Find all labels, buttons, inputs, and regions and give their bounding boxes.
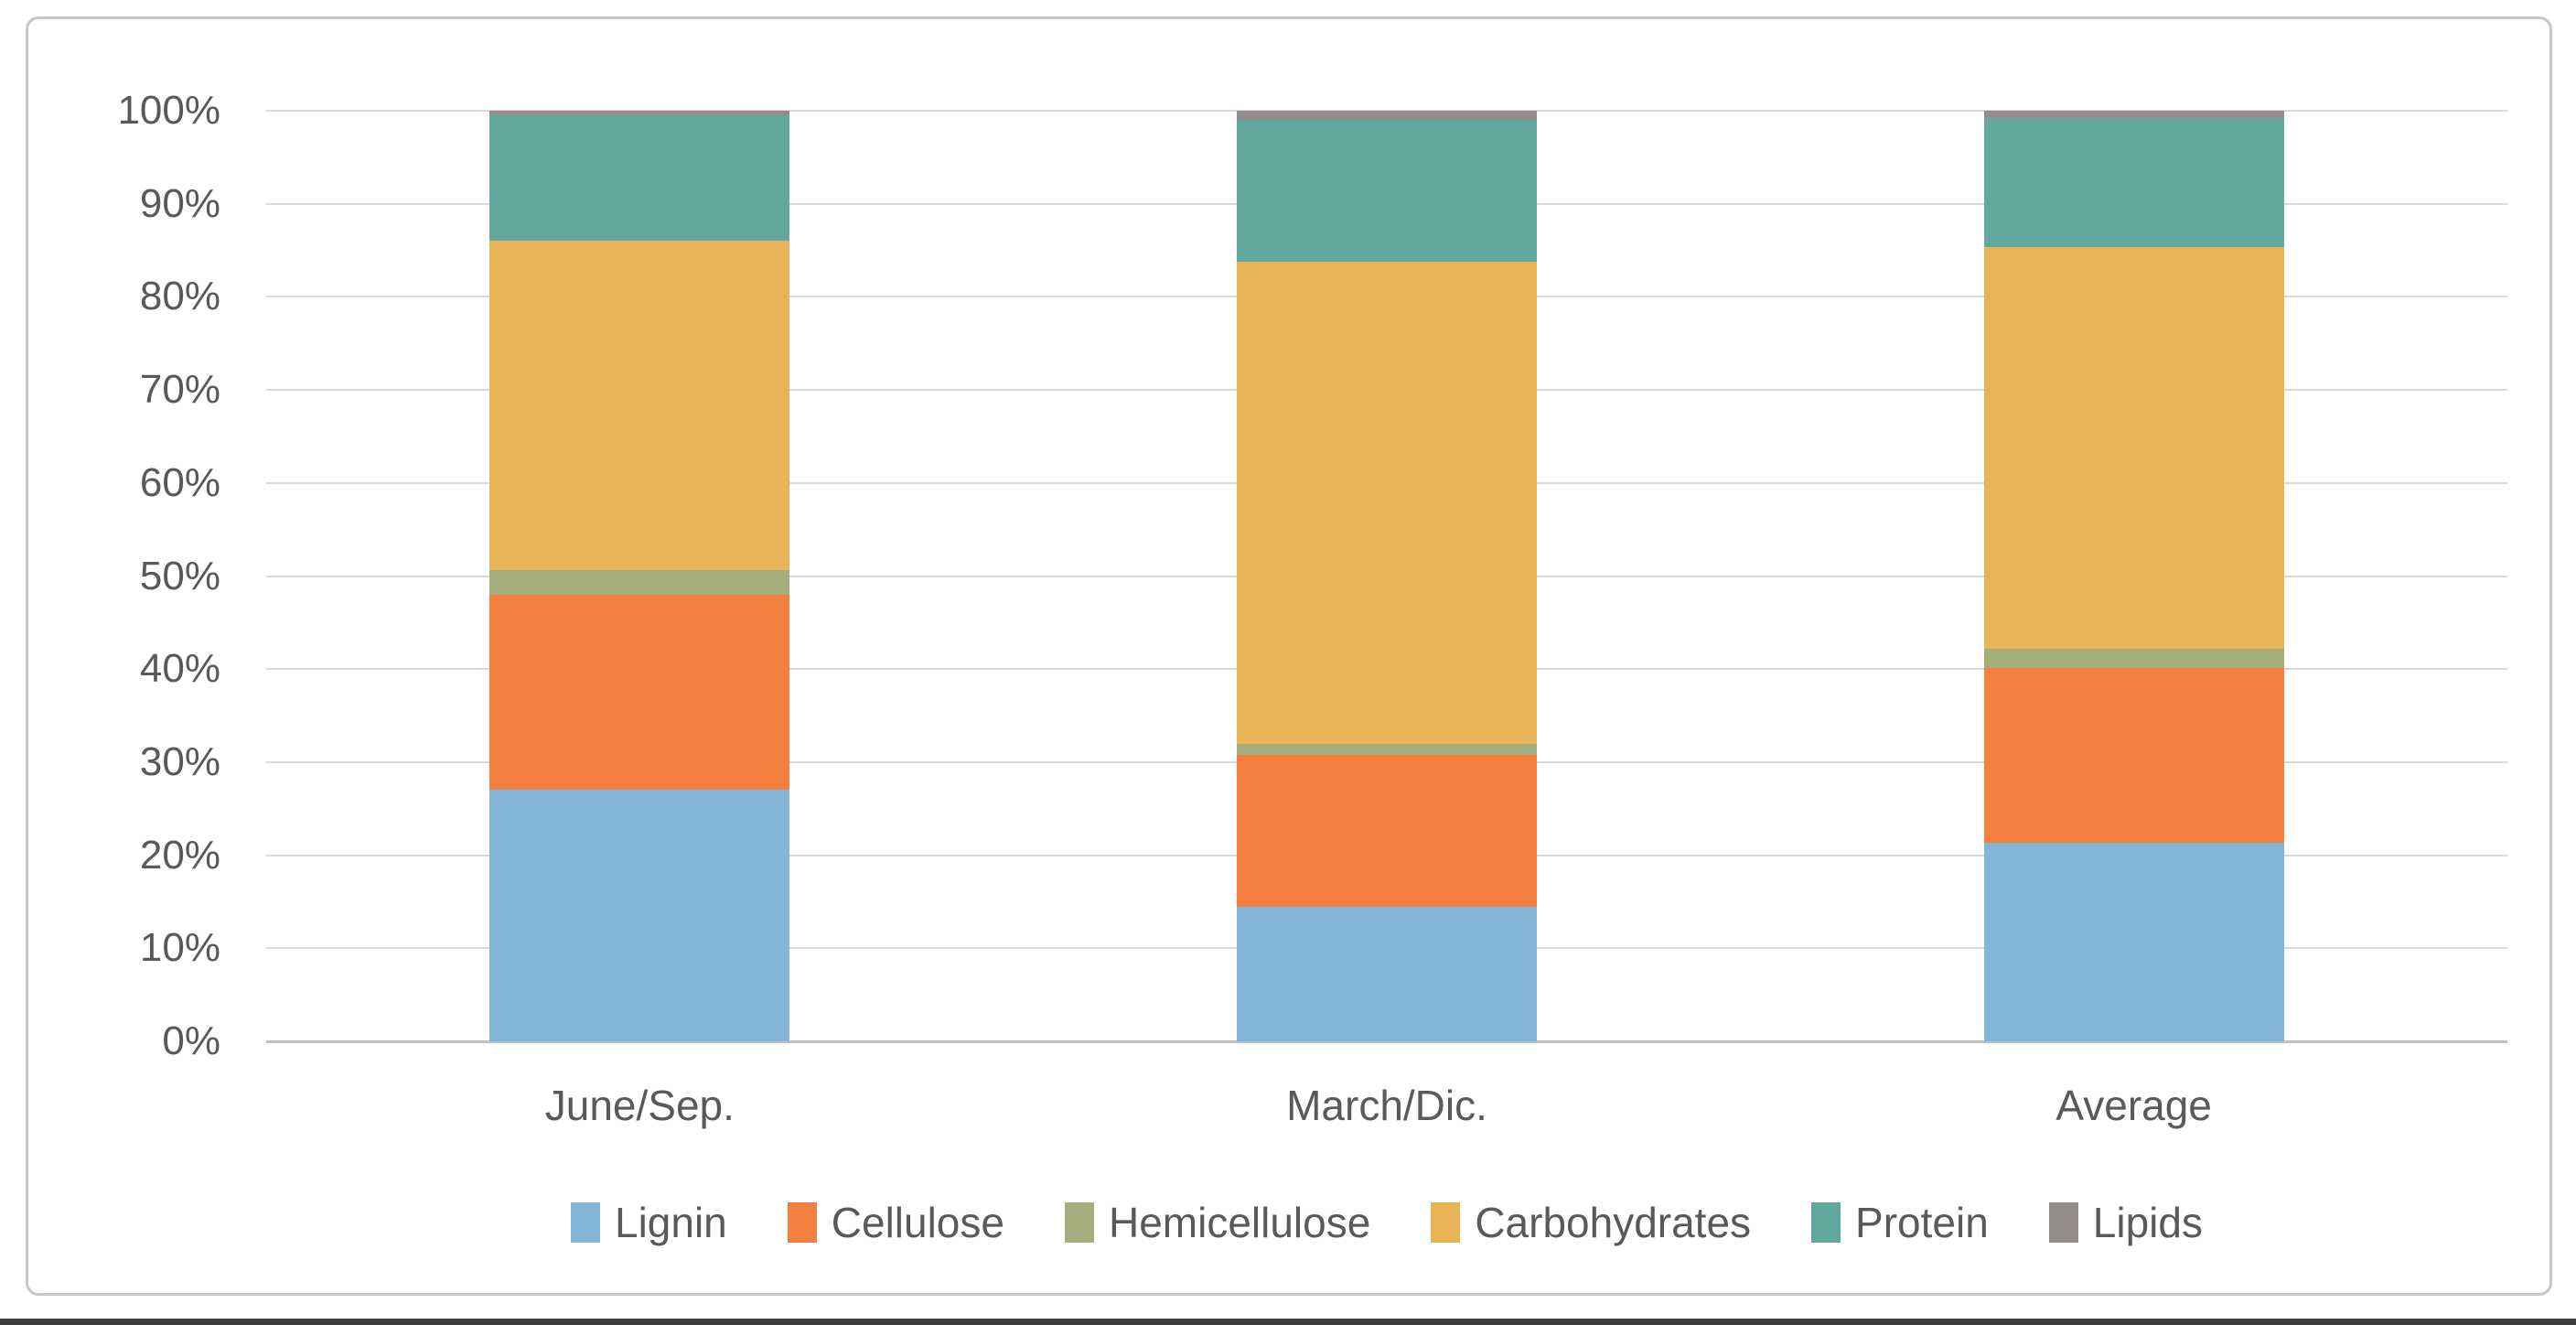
bar-average xyxy=(1983,111,2284,1041)
bar-segment-hemicellulose xyxy=(1983,648,2284,669)
bar-segment-carbohydrates xyxy=(489,241,790,571)
category-label-march-dic: March/Dic. xyxy=(1286,1082,1487,1129)
bar-segment-carbohydrates xyxy=(1237,261,1537,744)
bar-segment-lipids xyxy=(489,111,790,116)
legend-item-lipids: Lipids xyxy=(2048,1198,2203,1247)
chart-frame: 0% 10% 20% 30% 40% 50% 60% 70% 80% 90% 100% June/S… xyxy=(26,16,2552,1296)
legend-item-protein: Protein xyxy=(1811,1198,1989,1247)
y-tick-label: 60% xyxy=(139,459,220,505)
bar-segment-protein xyxy=(1237,120,1537,262)
legend-item-lignin: Lignin xyxy=(570,1198,727,1247)
y-tick-label: 20% xyxy=(139,832,220,878)
category-label-average: Average xyxy=(2055,1082,2212,1129)
legend-swatch-icon xyxy=(570,1202,600,1243)
legend-item-cellulose: Cellulose xyxy=(787,1198,1004,1247)
y-tick-label: 100% xyxy=(117,88,220,133)
legend-label: Carbohydrates xyxy=(1475,1199,1752,1246)
bar-segment-cellulose xyxy=(1237,754,1537,907)
bar-segment-lipids xyxy=(1237,111,1537,121)
y-tick-label: 10% xyxy=(139,925,220,971)
category-label-june-sep: June/Sep. xyxy=(544,1082,735,1129)
bar-segment-cellulose xyxy=(489,594,790,791)
bar-segment-lipids xyxy=(1983,111,2284,119)
legend-label: Protein xyxy=(1855,1199,1989,1246)
y-tick-label: 90% xyxy=(139,180,220,226)
legend-item-hemicellulose: Hemicellulose xyxy=(1064,1198,1371,1247)
y-tick-label: 40% xyxy=(139,646,220,692)
legend-label: Lipids xyxy=(2092,1199,2203,1246)
bar-segment-cellulose xyxy=(1983,668,2284,844)
x-axis-baseline xyxy=(266,1040,2507,1043)
bar-segment-lignin xyxy=(1237,906,1537,1041)
legend-label: Cellulose xyxy=(831,1199,1004,1246)
legend-label: Lignin xyxy=(614,1199,727,1246)
y-tick-label: 50% xyxy=(139,553,220,598)
bar-segment-protein xyxy=(1983,118,2284,247)
bar-june-sep xyxy=(489,111,790,1041)
legend-swatch-icon xyxy=(1431,1202,1461,1243)
legend-swatch-icon xyxy=(787,1202,817,1243)
bar-segment-hemicellulose xyxy=(489,570,790,595)
legend-label: Hemicellulose xyxy=(1108,1199,1371,1246)
page-rule xyxy=(0,1319,2576,1325)
legend-swatch-icon xyxy=(1811,1202,1841,1243)
legend-swatch-icon xyxy=(1064,1202,1094,1243)
y-tick-label: 30% xyxy=(139,738,220,784)
bar-segment-lignin xyxy=(1983,843,2284,1041)
bar-march-dic xyxy=(1237,111,1537,1041)
bar-segment-hemicellulose xyxy=(1237,743,1537,755)
legend: Lignin Cellulose Hemicellulose Carbohydrate… xyxy=(266,1198,2507,1247)
bar-segment-protein xyxy=(489,115,790,242)
y-gridline xyxy=(266,110,2507,112)
y-tick-label: 0% xyxy=(162,1018,220,1063)
legend-item-carbohydrates: Carbohydrates xyxy=(1431,1198,1751,1247)
y-tick-label: 80% xyxy=(139,274,220,319)
legend-swatch-icon xyxy=(2048,1202,2078,1243)
bar-segment-lignin xyxy=(489,790,790,1041)
plot-area xyxy=(266,110,2507,1043)
y-tick-label: 70% xyxy=(139,367,220,413)
bar-segment-carbohydrates xyxy=(1983,246,2284,649)
